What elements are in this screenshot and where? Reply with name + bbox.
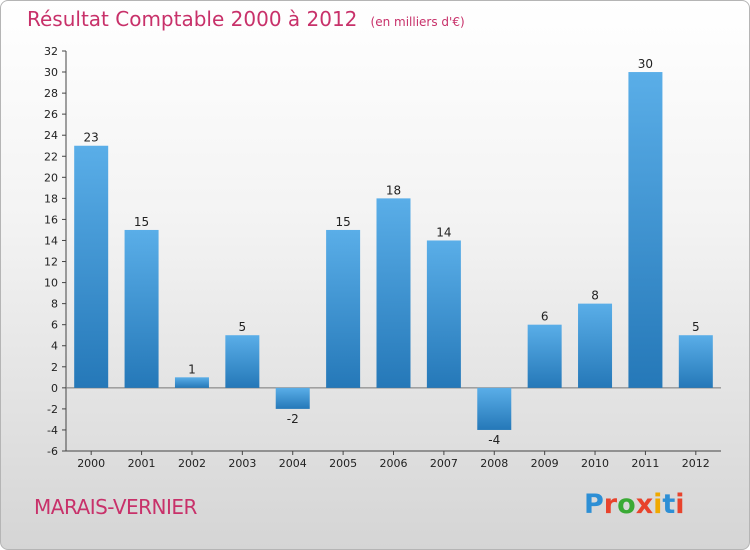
data-label-2000: 23 bbox=[84, 131, 99, 145]
x-tick-label: 2006 bbox=[380, 457, 408, 470]
y-tick-label: 26 bbox=[44, 108, 58, 121]
chart-bars bbox=[74, 72, 713, 430]
logo-letter: i bbox=[675, 489, 685, 520]
data-label-2012: 5 bbox=[692, 320, 700, 334]
data-label-2006: 18 bbox=[386, 183, 401, 197]
y-tick-label: 4 bbox=[51, 340, 58, 353]
chart-title: Résultat Comptable 2000 à 2012 bbox=[27, 7, 358, 31]
data-label-2008: -4 bbox=[488, 433, 500, 447]
bar-2000 bbox=[74, 145, 109, 388]
data-label-2005: 15 bbox=[335, 215, 350, 229]
data-label-2004: -2 bbox=[287, 412, 299, 426]
y-tick-label: 10 bbox=[44, 277, 58, 290]
y-tick-label: 20 bbox=[44, 171, 58, 184]
bar-2010 bbox=[578, 303, 613, 388]
data-label-2010: 8 bbox=[591, 289, 599, 303]
y-tick-label: -6 bbox=[47, 445, 58, 458]
y-tick-label: 6 bbox=[51, 319, 58, 332]
y-tick-label: 14 bbox=[44, 234, 58, 247]
x-tick-label: 2002 bbox=[178, 457, 206, 470]
y-tick-label: 16 bbox=[44, 213, 58, 226]
x-tick-label: 2000 bbox=[77, 457, 105, 470]
y-tick-label: -4 bbox=[47, 424, 58, 437]
chart-subtitle: (en milliers d'€) bbox=[370, 15, 465, 29]
data-label-2002: 1 bbox=[188, 362, 196, 376]
logo-letter: r bbox=[603, 489, 618, 520]
y-tick-label: 30 bbox=[44, 66, 58, 79]
bar-2003 bbox=[225, 335, 260, 388]
bar-2011 bbox=[628, 72, 663, 388]
data-label-2009: 6 bbox=[541, 310, 549, 324]
data-label-2011: 30 bbox=[638, 57, 653, 71]
chart-title-block: Résultat Comptable 2000 à 2012 (en milli… bbox=[27, 7, 465, 31]
logo-letter: o bbox=[617, 489, 636, 520]
x-tick-label: 2001 bbox=[128, 457, 156, 470]
y-tick-label: 12 bbox=[44, 256, 58, 269]
data-label-2001: 15 bbox=[134, 215, 149, 229]
x-tick-label: 2003 bbox=[228, 457, 256, 470]
proxiti-logo: Proxiti bbox=[584, 489, 685, 520]
y-tick-label: 0 bbox=[51, 382, 58, 395]
x-tick-label: 2005 bbox=[329, 457, 357, 470]
x-tick-label: 2009 bbox=[531, 457, 559, 470]
bar-2001 bbox=[124, 229, 159, 388]
place-name: MARAIS-VERNIER bbox=[34, 495, 197, 519]
y-tick-label: 8 bbox=[51, 298, 58, 311]
x-tick-label: 2011 bbox=[631, 457, 659, 470]
y-tick-label: 28 bbox=[44, 87, 58, 100]
x-tick-label: 2012 bbox=[682, 457, 710, 470]
logo-letter: i bbox=[653, 489, 663, 520]
x-tick-label: 2010 bbox=[581, 457, 609, 470]
x-tick-label: 2008 bbox=[480, 457, 508, 470]
x-tick-label: 2004 bbox=[279, 457, 307, 470]
y-tick-label: 32 bbox=[44, 45, 58, 58]
bar-2005 bbox=[326, 229, 361, 388]
logo-letter: t bbox=[662, 489, 676, 520]
logo-letter: P bbox=[584, 489, 604, 520]
y-tick-label: 22 bbox=[44, 150, 58, 163]
y-tick-label: 18 bbox=[44, 192, 58, 205]
y-tick-label: 2 bbox=[51, 361, 58, 374]
data-label-2003: 5 bbox=[239, 320, 247, 334]
bar-2009 bbox=[527, 324, 562, 388]
bar-2006 bbox=[376, 198, 411, 388]
bar-2007 bbox=[426, 240, 461, 388]
bar-2004 bbox=[275, 387, 310, 409]
logo-letter: x bbox=[635, 489, 654, 520]
y-tick-label: -2 bbox=[47, 403, 58, 416]
bar-2008 bbox=[477, 387, 512, 430]
bar-2002 bbox=[174, 377, 209, 388]
bar-2012 bbox=[678, 335, 713, 388]
x-tick-label: 2007 bbox=[430, 457, 458, 470]
data-label-2007: 14 bbox=[436, 225, 451, 239]
y-tick-label: 24 bbox=[44, 129, 58, 142]
